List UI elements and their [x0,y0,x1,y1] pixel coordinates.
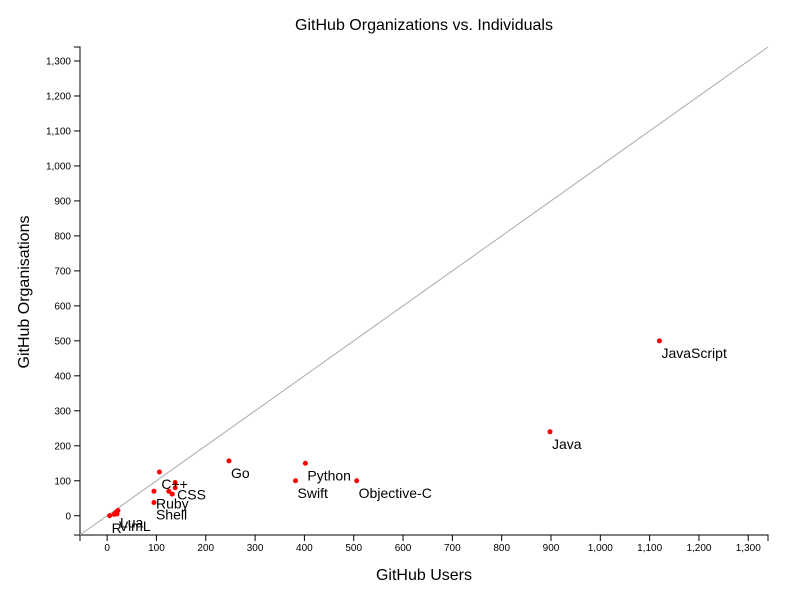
data-point-python [302,460,308,466]
data-point-java [547,429,553,435]
y-tick-label: 200 [54,441,71,452]
data-label-ruby: Ruby [156,495,189,511]
x-axis-line [79,534,769,541]
data-label-swift: Swift [298,485,328,501]
data-label-python: Python [307,467,351,483]
x-tick-label: 200 [197,543,214,554]
x-tick-label: 600 [395,543,412,554]
x-tick-label: 100 [148,543,165,554]
data-label-objective-c: Objective-C [359,485,432,501]
x-tick-label: 1,100 [637,543,662,554]
data-point-r [107,513,113,519]
data-point-unlabeled [166,488,172,494]
data-label-go: Go [231,465,250,481]
x-tick-label: 800 [493,543,510,554]
data-label-java: Java [552,436,582,452]
y-tick-label: 600 [54,301,71,312]
data-point-unlabeled [169,491,175,497]
x-tick-label: 500 [345,543,362,554]
y-axis: 0 100 200 300 400 500 600 700 800 900 1,000 1,100 1,… [46,46,81,536]
y-tick-label: 900 [54,196,71,207]
data-point-javascript [656,338,662,344]
reference-line [79,46,769,536]
y-tick-label: 1,300 [46,56,71,67]
data-label-viml: VimL [119,518,151,534]
x-tick-label: 1,200 [686,543,711,554]
y-tick-label: 700 [54,266,71,277]
data-point-ruby [151,488,157,494]
chart-title: GitHub Organizations vs. Individuals [295,17,553,34]
data-label-c: C++ [161,476,187,492]
data-point-swift [293,478,299,484]
x-axis: 0 100 200 300 400 500 600 700 800 900 1,000 1,100 1,… [79,534,769,554]
data-label-lua: Lua [120,515,144,531]
y-tick-label: 800 [54,231,71,242]
y-tick-label: 300 [54,406,71,417]
y-tick-label: 400 [54,371,71,382]
y-tick-label: 100 [54,476,71,487]
data-point-unlabeled [172,485,178,491]
x-tick-label: 1,000 [588,543,613,554]
x-tick-label: 1,300 [736,543,761,554]
data-point-unlabeled [111,511,117,517]
y-tick-label: 1,100 [46,126,71,137]
data-label-shell: Shell [156,506,187,522]
x-tick-label: 900 [543,543,560,554]
data-label-javascript: JavaScript [661,345,726,361]
y-axis-title: GitHub Organisations [16,216,33,369]
data-labels: JavaScript Java Python Objective-C Swift Go C+… [112,345,727,536]
y-tick-label: 0 [65,511,71,522]
y-tick-label: 1,200 [46,91,71,102]
x-axis-title: GitHub Users [376,567,472,584]
x-tick-label: 0 [104,543,110,554]
y-axis-line [74,46,81,536]
data-point-shell [151,499,157,505]
data-label-css: CSS [177,487,206,503]
x-tick-label: 700 [444,543,461,554]
data-point-css [172,480,178,486]
data-label-r: R [112,520,122,536]
x-tick-label: 300 [247,543,264,554]
y-tick-label: 500 [54,336,71,347]
x-tick-label: 400 [296,543,313,554]
data-point-go [226,458,232,464]
y-tick-label: 1,000 [46,161,71,172]
data-points [107,338,662,519]
data-point-c [156,469,162,475]
data-point-objective-c [354,478,360,484]
